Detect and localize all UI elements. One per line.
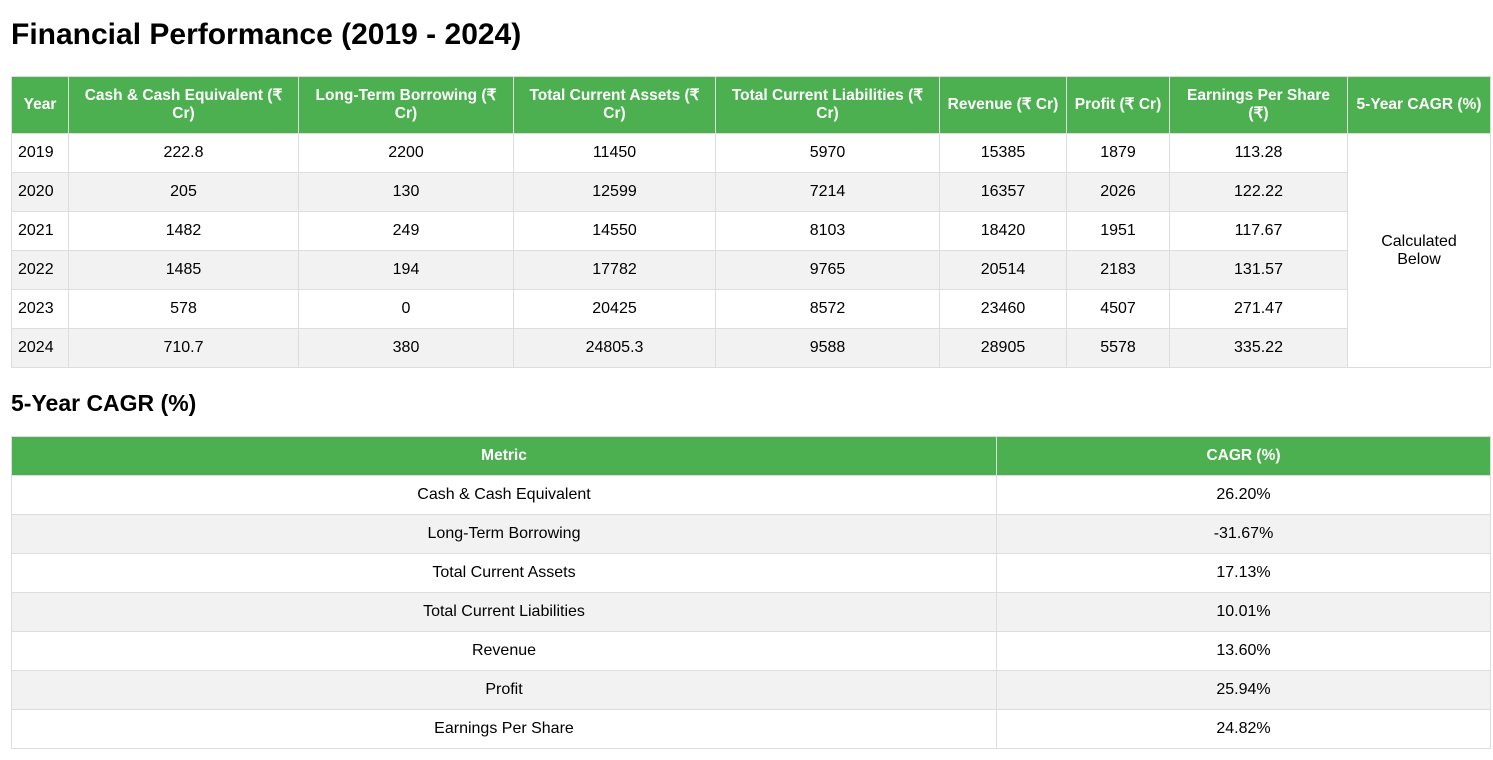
table-cell: 113.28 xyxy=(1169,133,1348,173)
table-cell: 8103 xyxy=(715,211,940,251)
table-row: Revenue 13.60% xyxy=(11,631,1491,671)
cagr-value-cell: 26.20% xyxy=(996,475,1491,515)
table-cell: 1482 xyxy=(68,211,299,251)
cagr-table-body: Cash & Cash Equivalent 26.20% Long-Term Bo… xyxy=(11,475,1491,749)
metric-cell: Cash & Cash Equivalent xyxy=(11,475,997,515)
header-total-current-liabilities: Total Current Liabilities (₹ Cr) xyxy=(715,76,940,134)
table-row: 2023 578 0 20425 8572 23460 4507 271.47 xyxy=(11,289,1491,329)
table-row: Total Current Assets 17.13% xyxy=(11,553,1491,593)
table-cell: 20514 xyxy=(939,250,1067,290)
header-long-term-borrowing: Long-Term Borrowing (₹ Cr) xyxy=(298,76,514,134)
header-revenue: Revenue (₹ Cr) xyxy=(939,76,1067,134)
header-cagr: 5-Year CAGR (%) xyxy=(1347,76,1491,134)
table-cell: 11450 xyxy=(513,133,716,173)
header-metric: Metric xyxy=(11,436,997,476)
table-row: 2021 1482 249 14550 8103 18420 1951 117.67 xyxy=(11,211,1491,251)
table-row: Total Current Liabilities 10.01% xyxy=(11,592,1491,632)
table-cell: 5578 xyxy=(1066,328,1170,368)
table-cell: 23460 xyxy=(939,289,1067,329)
table-row: 2022 1485 194 17782 9765 20514 2183 131.57 xyxy=(11,250,1491,290)
cagr-table: Metric CAGR (%) Cash & Cash Equivalent 26… xyxy=(11,436,1491,749)
table-cell: 2021 xyxy=(11,211,69,251)
table-cell: 710.7 xyxy=(68,328,299,368)
table-cell: 122.22 xyxy=(1169,172,1348,212)
header-eps: Earnings Per Share (₹) xyxy=(1169,76,1348,134)
metric-cell: Long-Term Borrowing xyxy=(11,514,997,554)
table-cell: 2200 xyxy=(298,133,514,173)
table-cell: 249 xyxy=(298,211,514,251)
table-cell: 205 xyxy=(68,172,299,212)
table-row: Profit 25.94% xyxy=(11,670,1491,710)
financial-performance-table: Year Cash & Cash Equivalent (₹ Cr) Long-… xyxy=(11,76,1491,368)
table-cell: 117.67 xyxy=(1169,211,1348,251)
table-row: Long-Term Borrowing -31.67% xyxy=(11,514,1491,554)
metric-cell: Total Current Liabilities xyxy=(11,592,997,632)
table-row: 2020 205 130 12599 7214 16357 2026 122.22 xyxy=(11,172,1491,212)
header-cagr-percent: CAGR (%) xyxy=(996,436,1491,476)
table-cell: 2183 xyxy=(1066,250,1170,290)
metric-cell: Earnings Per Share xyxy=(11,709,997,749)
table-cell: 14550 xyxy=(513,211,716,251)
table-cell: 271.47 xyxy=(1169,289,1348,329)
table-cell: 17782 xyxy=(513,250,716,290)
table-cell: 2026 xyxy=(1066,172,1170,212)
table-cell: 380 xyxy=(298,328,514,368)
cagr-value-cell: 24.82% xyxy=(996,709,1491,749)
cagr-value-cell: 10.01% xyxy=(996,592,1491,632)
performance-table-body: 2019 222.8 2200 11450 5970 15385 1879 113.28 Cal… xyxy=(11,133,1491,368)
page-title: Financial Performance (2019 - 2024) xyxy=(11,18,522,51)
table-cell: 20425 xyxy=(513,289,716,329)
table-cell: 18420 xyxy=(939,211,1067,251)
table-cell: 2020 xyxy=(11,172,69,212)
table-cell: 578 xyxy=(68,289,299,329)
cagr-section-title: 5-Year CAGR (%) xyxy=(11,390,197,416)
header-year: Year xyxy=(11,76,69,134)
metric-cell: Profit xyxy=(11,670,997,710)
table-cell: 24805.3 xyxy=(513,328,716,368)
table-row: Earnings Per Share 24.82% xyxy=(11,709,1491,749)
table-cell: 9765 xyxy=(715,250,940,290)
table-cell: 2024 xyxy=(11,328,69,368)
table-cell: 130 xyxy=(298,172,514,212)
table-cell: 5970 xyxy=(715,133,940,173)
table-cell: 28905 xyxy=(939,328,1067,368)
cagr-value-cell: -31.67% xyxy=(996,514,1491,554)
table-cell: 1485 xyxy=(68,250,299,290)
cagr-note-cell: Calculated Below xyxy=(1347,133,1491,368)
header-cash: Cash & Cash Equivalent (₹ Cr) xyxy=(68,76,299,134)
table-cell: 2019 xyxy=(11,133,69,173)
cagr-value-cell: 17.13% xyxy=(996,553,1491,593)
table-row: 2024 710.7 380 24805.3 9588 28905 5578 335.22 xyxy=(11,328,1491,368)
cagr-note: Calculated Below xyxy=(1381,232,1457,268)
table-header-row: Metric CAGR (%) xyxy=(11,436,1491,476)
table-cell: 131.57 xyxy=(1169,250,1348,290)
table-cell: 2023 xyxy=(11,289,69,329)
header-profit: Profit (₹ Cr) xyxy=(1066,76,1170,134)
table-header-row: Year Cash & Cash Equivalent (₹ Cr) Long-… xyxy=(11,76,1491,134)
table-cell: 0 xyxy=(298,289,514,329)
table-cell: 12599 xyxy=(513,172,716,212)
metric-cell: Total Current Assets xyxy=(11,553,997,593)
table-row: Cash & Cash Equivalent 26.20% xyxy=(11,475,1491,515)
table-cell: 16357 xyxy=(939,172,1067,212)
table-cell: 15385 xyxy=(939,133,1067,173)
table-cell: 222.8 xyxy=(68,133,299,173)
table-cell: 4507 xyxy=(1066,289,1170,329)
table-cell: 7214 xyxy=(715,172,940,212)
metric-cell: Revenue xyxy=(11,631,997,671)
table-cell: 335.22 xyxy=(1169,328,1348,368)
table-cell: 2022 xyxy=(11,250,69,290)
cagr-value-cell: 13.60% xyxy=(996,631,1491,671)
table-cell: 194 xyxy=(298,250,514,290)
table-cell: 1951 xyxy=(1066,211,1170,251)
table-cell: 1879 xyxy=(1066,133,1170,173)
header-total-current-assets: Total Current Assets (₹ Cr) xyxy=(513,76,716,134)
table-row: 2019 222.8 2200 11450 5970 15385 1879 113.28 Cal… xyxy=(11,133,1491,368)
table-cell: 8572 xyxy=(715,289,940,329)
cagr-value-cell: 25.94% xyxy=(996,670,1491,710)
table-cell: 9588 xyxy=(715,328,940,368)
